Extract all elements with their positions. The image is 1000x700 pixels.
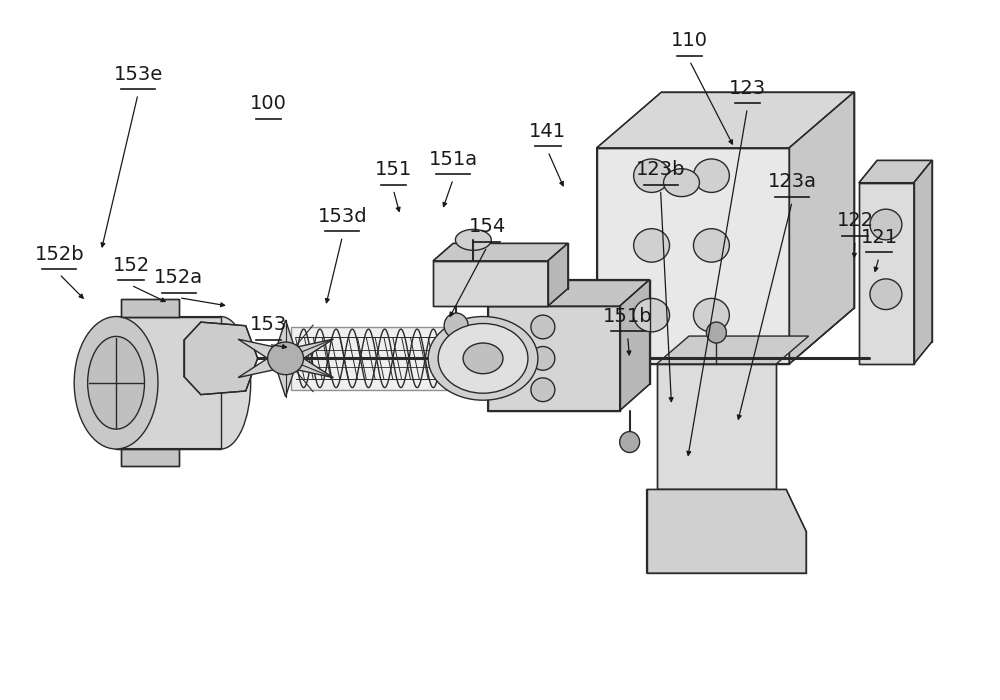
- Polygon shape: [121, 449, 179, 466]
- Text: 151b: 151b: [603, 307, 652, 326]
- Polygon shape: [116, 316, 221, 449]
- Polygon shape: [647, 489, 806, 573]
- Polygon shape: [620, 279, 650, 411]
- Polygon shape: [789, 92, 854, 364]
- Polygon shape: [433, 244, 568, 261]
- Polygon shape: [859, 183, 914, 364]
- Polygon shape: [433, 261, 548, 306]
- Ellipse shape: [620, 432, 640, 452]
- Polygon shape: [488, 306, 620, 411]
- Polygon shape: [121, 299, 179, 316]
- Text: 153e: 153e: [113, 64, 163, 84]
- Ellipse shape: [634, 229, 670, 262]
- Ellipse shape: [438, 323, 528, 393]
- Ellipse shape: [634, 159, 670, 192]
- Text: 153: 153: [250, 315, 287, 334]
- Ellipse shape: [191, 316, 251, 449]
- Ellipse shape: [444, 313, 468, 338]
- Polygon shape: [859, 160, 932, 183]
- Text: 121: 121: [860, 228, 898, 247]
- Ellipse shape: [531, 315, 555, 339]
- Ellipse shape: [531, 346, 555, 370]
- Ellipse shape: [268, 342, 304, 375]
- Polygon shape: [238, 320, 333, 397]
- Text: 152b: 152b: [34, 244, 84, 263]
- Polygon shape: [488, 279, 650, 306]
- Ellipse shape: [531, 378, 555, 402]
- Text: 151a: 151a: [429, 150, 478, 169]
- Polygon shape: [597, 92, 854, 148]
- Polygon shape: [657, 364, 776, 489]
- Text: 141: 141: [529, 122, 566, 141]
- Ellipse shape: [870, 209, 902, 240]
- Ellipse shape: [870, 279, 902, 309]
- Ellipse shape: [74, 316, 158, 449]
- Text: 153d: 153d: [318, 207, 367, 226]
- Text: 151: 151: [375, 160, 412, 179]
- Text: 123a: 123a: [768, 172, 817, 191]
- Text: 152: 152: [112, 256, 150, 274]
- Polygon shape: [548, 244, 568, 306]
- Ellipse shape: [463, 343, 503, 374]
- Ellipse shape: [693, 159, 729, 192]
- Ellipse shape: [664, 169, 699, 197]
- Ellipse shape: [693, 229, 729, 262]
- Text: 110: 110: [671, 32, 708, 50]
- Text: 154: 154: [468, 218, 506, 237]
- Text: 152a: 152a: [154, 268, 203, 287]
- Text: 123b: 123b: [636, 160, 685, 179]
- Ellipse shape: [706, 322, 726, 343]
- Polygon shape: [914, 160, 932, 364]
- Text: 122: 122: [836, 211, 874, 230]
- Text: 123: 123: [729, 78, 766, 97]
- Polygon shape: [291, 327, 600, 390]
- Ellipse shape: [455, 230, 491, 251]
- Ellipse shape: [88, 337, 144, 429]
- Ellipse shape: [428, 316, 538, 400]
- Ellipse shape: [634, 298, 670, 332]
- Polygon shape: [657, 336, 809, 364]
- Polygon shape: [184, 322, 258, 395]
- Text: 100: 100: [250, 94, 287, 113]
- Ellipse shape: [693, 298, 729, 332]
- Polygon shape: [597, 148, 789, 364]
